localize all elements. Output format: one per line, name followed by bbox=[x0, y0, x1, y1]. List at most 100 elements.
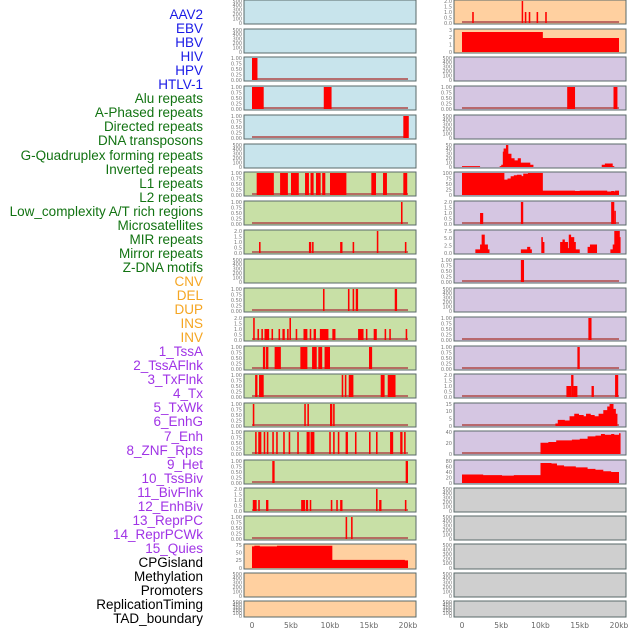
data-bar bbox=[615, 375, 619, 397]
y-tick-label: 1.0 bbox=[444, 384, 452, 390]
baseline bbox=[462, 107, 619, 109]
track-label: DEL bbox=[176, 288, 203, 303]
data-bar bbox=[354, 432, 357, 454]
data-bar bbox=[400, 202, 403, 224]
y-tick-label: 0.75 bbox=[231, 176, 242, 182]
y-tick-label: 0.00 bbox=[441, 107, 452, 113]
data-bar bbox=[253, 318, 255, 340]
track-panel bbox=[453, 572, 627, 598]
data-bar bbox=[257, 329, 260, 340]
data-bar bbox=[528, 12, 531, 23]
y-tick-label: 0.75 bbox=[231, 61, 242, 67]
y-tick-label: 20 bbox=[446, 475, 452, 481]
data-bar bbox=[282, 329, 285, 340]
data-bar bbox=[332, 329, 336, 340]
data-bar bbox=[611, 202, 615, 224]
data-bar bbox=[403, 116, 409, 138]
y-tick-label: 0.75 bbox=[441, 350, 452, 356]
y-tick-label: 0.50 bbox=[231, 211, 242, 217]
y-tick-label: 400 bbox=[442, 491, 452, 497]
y-tick-label: 1.00 bbox=[441, 258, 452, 264]
data-bar bbox=[333, 432, 335, 454]
y-tick-label: 100 bbox=[442, 611, 452, 617]
data-bar bbox=[403, 173, 408, 195]
track-label: Low_complexity A/T rich regions bbox=[9, 203, 203, 219]
data-bar bbox=[259, 242, 261, 253]
data-bar bbox=[309, 329, 312, 340]
y-tick-label: 0.50 bbox=[231, 526, 242, 532]
y-tick-label: 1.00 bbox=[231, 459, 242, 465]
y-tick-label: 2.0 bbox=[444, 373, 452, 379]
y-tick-label: 10 bbox=[446, 409, 452, 415]
data-bar bbox=[323, 87, 332, 109]
y-tick-label: 2.0 bbox=[444, 0, 452, 5]
y-tick-label: 75 bbox=[236, 543, 242, 549]
y-tick-label: 0.25 bbox=[441, 361, 452, 367]
track-panel bbox=[243, 515, 417, 541]
y-tick-label: 0.0 bbox=[234, 251, 242, 257]
y-tick-label: 60 bbox=[446, 464, 452, 470]
y-tick-label: 0.75 bbox=[231, 292, 242, 298]
data-area bbox=[462, 462, 619, 483]
y-tick-label: 400 bbox=[232, 32, 242, 38]
y-tick-label: 80 bbox=[446, 459, 452, 465]
y-tick-label: 0.50 bbox=[441, 327, 452, 333]
track-label: 12_EnhBiv bbox=[137, 498, 203, 514]
y-tick-label: 400 bbox=[442, 547, 452, 553]
data-bar bbox=[405, 329, 408, 340]
y-tick-label: 2.0 bbox=[234, 229, 242, 235]
data-bar bbox=[383, 173, 387, 195]
y-tick-label: 200 bbox=[232, 608, 242, 614]
x-tick-label: 5kb bbox=[494, 621, 508, 630]
y-tick-label: 500 bbox=[442, 543, 452, 549]
y-tick-label: 1.00 bbox=[231, 287, 242, 293]
y-tick-label: 0.25 bbox=[231, 216, 242, 222]
y-tick-label: 0 bbox=[449, 537, 452, 543]
track-panel bbox=[453, 515, 627, 541]
data-bar bbox=[288, 432, 291, 454]
data-bar bbox=[329, 432, 331, 454]
data-bar bbox=[373, 329, 377, 340]
y-tick-label: 100 bbox=[232, 16, 242, 22]
y-tick-label: 0 bbox=[449, 136, 452, 142]
data-bar bbox=[252, 500, 257, 511]
data-bar bbox=[312, 347, 317, 369]
y-tick-label: 0.5 bbox=[234, 503, 242, 509]
y-tick-label: 0.00 bbox=[441, 280, 452, 286]
y-tick-label: 0.00 bbox=[231, 537, 242, 543]
data-bar bbox=[345, 517, 348, 539]
data-bar bbox=[313, 329, 316, 340]
y-tick-label: 7.5 bbox=[444, 229, 452, 235]
baseline bbox=[252, 309, 408, 311]
track-label: 3_TxFlnk bbox=[147, 372, 203, 388]
track-label: 14_ReprPCWk bbox=[112, 526, 203, 542]
y-tick-label: 200 bbox=[442, 69, 452, 75]
track-label: DUP bbox=[174, 302, 203, 318]
data-bar bbox=[289, 318, 291, 340]
data-bar bbox=[520, 202, 524, 224]
y-tick-label: 0.00 bbox=[231, 107, 242, 113]
y-tick-label: 0.50 bbox=[231, 182, 242, 188]
baseline bbox=[252, 338, 408, 340]
y-tick-label: 200 bbox=[232, 585, 242, 591]
data-bar bbox=[404, 432, 406, 454]
y-tick-label: 0.50 bbox=[231, 441, 242, 447]
track-label: TAD_boundary bbox=[113, 611, 203, 627]
data-bar bbox=[295, 329, 298, 340]
data-bar bbox=[376, 489, 378, 511]
y-tick-label: 500 bbox=[232, 258, 242, 264]
y-tick-label: 0.25 bbox=[231, 531, 242, 537]
y-tick-label: 1.5 bbox=[234, 234, 242, 240]
y-tick-label: 0.25 bbox=[231, 361, 242, 367]
y-tick-label: 0.50 bbox=[231, 96, 242, 102]
data-bar bbox=[287, 329, 289, 340]
data-bar bbox=[352, 242, 355, 253]
y-tick-label: 0.75 bbox=[231, 407, 242, 413]
track-panel bbox=[453, 200, 627, 226]
data-bar bbox=[376, 231, 379, 253]
y-tick-label: 0.25 bbox=[231, 187, 242, 193]
data-bar bbox=[259, 375, 264, 397]
data-bar bbox=[258, 500, 260, 511]
y-tick-label: 0.0 bbox=[234, 338, 242, 344]
y-tick-label: 0.25 bbox=[441, 274, 452, 280]
